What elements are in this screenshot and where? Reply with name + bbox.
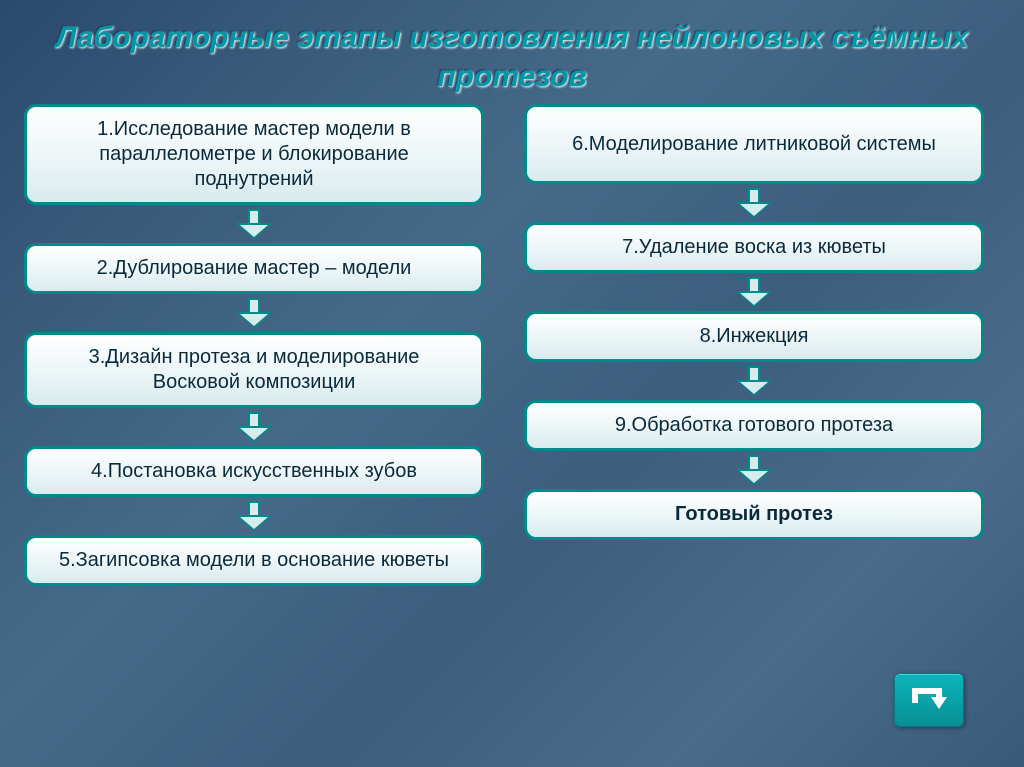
step-3: 3.Дизайн протеза и моделирование Восково… — [24, 332, 484, 408]
step-6: 6.Моделирование литниковой системы — [524, 104, 984, 184]
step-1: 1.Исследование мастер модели в параллело… — [24, 104, 484, 205]
arrow-down-icon — [236, 501, 272, 531]
right-column: 6.Моделирование литниковой системы 7.Уда… — [524, 104, 984, 586]
step-final: Готовый протез — [524, 489, 984, 540]
slide-title: Лабораторные этапы изготовления нейлонов… — [0, 0, 1024, 96]
arrow-down-icon — [736, 455, 772, 485]
step-8: 8.Инжекция — [524, 311, 984, 362]
arrow-down-icon — [736, 277, 772, 307]
arrow-down-icon — [736, 366, 772, 396]
step-2: 2.Дублирование мастер – модели — [24, 243, 484, 294]
return-button[interactable] — [894, 673, 964, 727]
arrow-down-icon — [736, 188, 772, 218]
arrow-down-icon — [236, 298, 272, 328]
step-9: 9.Обработка готового протеза — [524, 400, 984, 451]
return-icon — [907, 683, 951, 717]
step-4: 4.Постановка искусственных зубов — [24, 446, 484, 497]
step-7: 7.Удаление воска из кюветы — [524, 222, 984, 273]
flowchart-columns: 1.Исследование мастер модели в параллело… — [0, 96, 1024, 586]
arrow-down-icon — [236, 412, 272, 442]
step-5: 5.Загипсовка модели в основание кюветы — [24, 535, 484, 586]
left-column: 1.Исследование мастер модели в параллело… — [24, 104, 484, 586]
arrow-down-icon — [236, 209, 272, 239]
